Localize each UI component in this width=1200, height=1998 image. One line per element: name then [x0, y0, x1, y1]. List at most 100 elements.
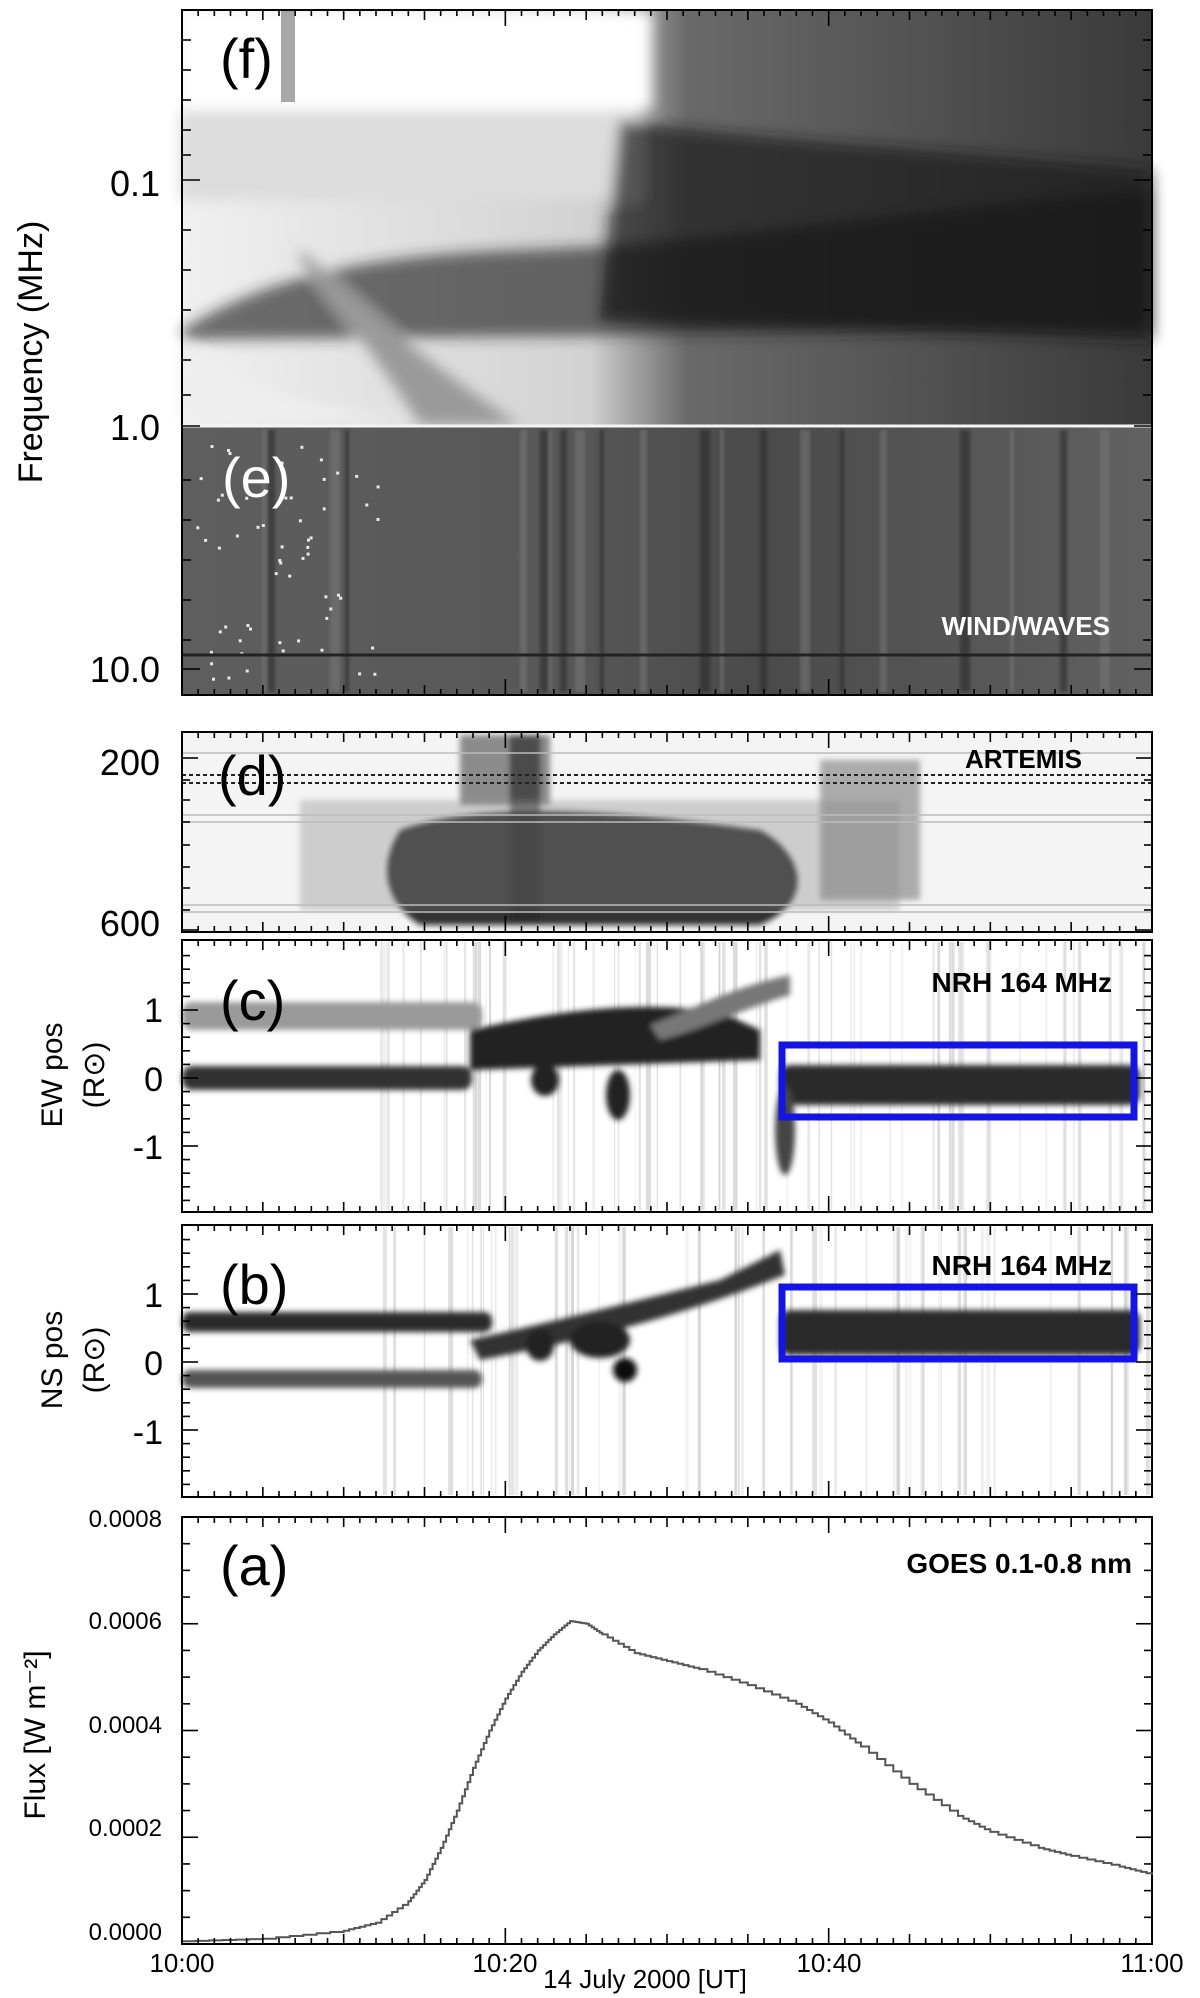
panel-c-band-rise [650, 975, 790, 1040]
panel-f-band-light [180, 110, 640, 200]
ew-axis-unit: (R⊙) [78, 1042, 111, 1109]
flux-tick-0.0004: 0.0004 [89, 1712, 162, 1739]
panel-e-dot [324, 595, 328, 599]
panel-e-dot [301, 556, 305, 560]
time-tick-1100: 11:00 [1120, 1948, 1183, 1978]
panel-vertical-streak [697, 1227, 700, 1495]
panel-d [181, 731, 1153, 933]
panel-e-dot [249, 627, 252, 631]
ns-tick-1: 1 [144, 1277, 163, 1315]
time-tick-1040: 10:40 [796, 1948, 861, 1978]
panel-e-dot [320, 648, 324, 652]
panel-vertical-streak [564, 1227, 568, 1495]
panel-e-dot [322, 507, 326, 511]
artemis-tick-600: 600 [100, 903, 160, 944]
panel-e-dot [278, 641, 282, 645]
panel-vertical-streak [559, 942, 563, 1210]
panel-e-streak [840, 430, 844, 692]
panel-c-band-center [182, 1066, 472, 1090]
panel-vertical-streak [471, 1227, 474, 1495]
panel-e-dot [204, 538, 208, 542]
panel-b-blob-2 [570, 1322, 630, 1358]
panel-e-dot [309, 536, 313, 540]
panel-c-blob-2 [606, 1070, 630, 1120]
nrh-ns-annotation: NRH 164 MHz [932, 1250, 1112, 1281]
panel-vertical-streak [647, 942, 651, 1210]
panel-vertical-streak [508, 1227, 510, 1495]
time-tick-1020: 10:20 [472, 1948, 537, 1978]
panel-vertical-streak [483, 1227, 484, 1495]
panel-e-streak [540, 430, 550, 692]
panel-vertical-streak [572, 1227, 575, 1495]
panel-vertical-streak [738, 1227, 740, 1495]
panel-e-dot [376, 518, 380, 521]
panel-e-streak [1010, 430, 1014, 692]
panel-e-dot [284, 496, 288, 500]
panel-c-blob-1 [531, 1064, 559, 1096]
panel-e-dot [209, 650, 213, 654]
panel-vertical-streak [423, 1227, 426, 1495]
panel-vertical-streak [571, 1227, 573, 1495]
panel-e-dot [336, 471, 340, 475]
panel-e-dot [288, 574, 292, 578]
panel-e-dot [212, 677, 215, 681]
ew-axis-label: EW pos [36, 1022, 69, 1127]
ew-tick-minus1: -1 [133, 1129, 163, 1167]
ns-tick-minus1: -1 [133, 1414, 163, 1452]
panel-f-dark-emission-2 [600, 120, 1152, 340]
panel-e-dot [196, 526, 200, 530]
panel-e-dot [322, 477, 326, 481]
panel-vertical-streak [451, 1227, 454, 1495]
flux-tick-0.0008: 0.0008 [89, 1506, 162, 1533]
panel-a [181, 1516, 1153, 1945]
ew-tick-1: 1 [144, 992, 163, 1030]
panel-e-dot [281, 649, 285, 653]
panel-vertical-streak [734, 1227, 739, 1495]
ns-axis-unit: (R⊙) [78, 1327, 111, 1394]
panel-vertical-streak [721, 942, 726, 1210]
panel-e-dot [278, 559, 282, 562]
panel-e-dot [279, 561, 283, 565]
panel-e-dot [307, 538, 310, 542]
panel-b-band-lower [182, 1370, 482, 1388]
panel-e-dot [216, 498, 220, 502]
panel-e-dot [355, 474, 359, 478]
panel-vertical-streak [485, 942, 487, 1210]
panel-e-dot [280, 545, 284, 549]
panel-e-dot [218, 630, 222, 634]
panel-e-dot [289, 496, 293, 500]
flux-axis-label: Flux [W m⁻²] [19, 1650, 52, 1819]
panel-vertical-streak [382, 1227, 387, 1495]
panel-vertical-streak [656, 942, 658, 1210]
panel-e-dot [210, 445, 214, 448]
panel-e-streak [1100, 430, 1110, 692]
panel-vertical-streak [448, 1227, 451, 1495]
panel-vertical-streak [719, 942, 721, 1210]
panel-vertical-streak [490, 1227, 493, 1495]
ns-tick-0: 0 [144, 1345, 163, 1383]
panel-e-dot [365, 503, 369, 507]
panel-vertical-streak [515, 1227, 519, 1495]
panel-vertical-streak [592, 942, 595, 1210]
panel-e-dot [238, 639, 242, 643]
panel-vertical-streak [700, 942, 703, 1210]
nrh-ew-annotation: NRH 164 MHz [932, 967, 1112, 998]
panel-f-vertical-stripe [281, 10, 295, 102]
panel-e-streak [345, 430, 349, 692]
panel-e-dot [376, 485, 380, 489]
freq-tick-10.0: 10.0 [90, 649, 160, 690]
panel-e-dot [220, 493, 224, 497]
panel-c-band-right [780, 1065, 1140, 1105]
panel-e-dot [246, 624, 250, 627]
panel-vertical-streak [638, 942, 642, 1210]
panel-e-dot [319, 458, 323, 462]
panel-e-streak [268, 430, 275, 692]
time-tick-1000: 10:00 [149, 1948, 214, 1978]
panel-vertical-streak [701, 942, 705, 1210]
panel-e-dot [306, 552, 310, 556]
panel-vertical-streak [1146, 1227, 1150, 1495]
panel-c-band-upper [182, 1002, 482, 1030]
panel-b-blob-3 [613, 1358, 637, 1382]
panel-vertical-streak [475, 942, 478, 1210]
panel-c-label: (c) [220, 969, 285, 1032]
